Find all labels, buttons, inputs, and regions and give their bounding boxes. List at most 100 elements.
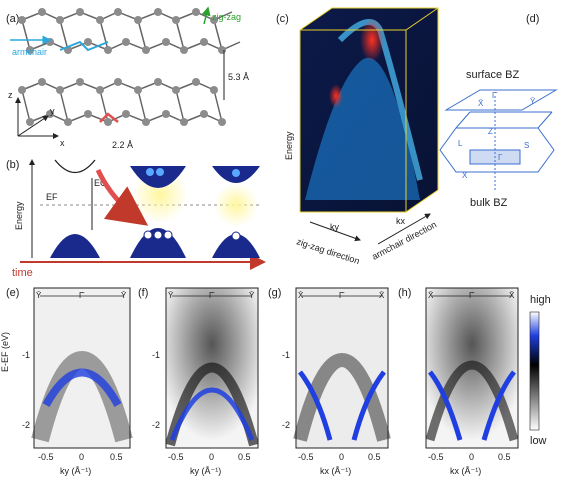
panel-c: (c) Energy ky zig-zag direction kx armch…: [276, 7, 439, 266]
colorbar-high-label: high: [530, 294, 551, 306]
xtick: -0.5: [38, 452, 54, 462]
ef-label: EF: [46, 192, 58, 202]
energy-label: Energy: [14, 201, 24, 230]
xtick: -0.5: [298, 452, 314, 462]
hole: [153, 230, 163, 240]
panel-f-band-bright: [169, 387, 255, 441]
panel-e-xlabel: ky (Å⁻¹): [60, 466, 91, 476]
panel-h-band-right: [481, 370, 516, 441]
bz-point-gbar: Γ̄: [492, 91, 498, 100]
y-axis-arrow: [17, 115, 49, 137]
xtick: 0.5: [368, 452, 381, 462]
bz-point-s: S: [524, 141, 529, 150]
arpes-panels: E-EF (eV) (e) Ȳ Γ̄ Ȳ -1 -2 -0.5 0 0.5 ky…: [0, 287, 551, 476]
zigzag-arrow: [201, 6, 211, 25]
panel-b-label: (b): [6, 159, 19, 171]
xtick: 0: [79, 452, 84, 462]
panel-g-band-right: [351, 370, 386, 441]
cube-energy-label: Energy: [284, 131, 294, 160]
zigzag-label: zig-zag: [212, 12, 241, 22]
panel-h-frame: [425, 287, 519, 449]
xtick: 0: [469, 452, 474, 462]
panel-h: (h) X̄ Γ̄ X̄ -0.5 0 0.5 kx (Å⁻¹): [398, 287, 519, 476]
pump-arrow: [95, 168, 149, 226]
panel-h-xlabel: kx (Å⁻¹): [450, 466, 481, 476]
armchair-highlight: [59, 40, 109, 52]
panel-f-hs-mid: Γ̄: [209, 291, 215, 300]
cube-hotspot: [329, 84, 343, 108]
panel-e-frame: [33, 287, 131, 449]
valence-band-3: [212, 234, 260, 258]
ytick: -2: [152, 420, 160, 430]
panel-g-band-left: [298, 370, 333, 441]
armchair-label: armchair: [12, 47, 47, 57]
panel-g-label: (g): [268, 287, 281, 299]
ky-label: ky: [330, 222, 340, 232]
panel-g-hs-mid: Γ̄: [339, 291, 345, 300]
time-label: time: [12, 267, 33, 279]
ytick: -2: [22, 420, 30, 430]
xtick: 0: [209, 452, 214, 462]
panel-g-hs-left: X̄: [298, 291, 304, 300]
panel-f: (f) Ȳ Γ̄ Ȳ -1 -2 -0.5 0 0.5 ky (Å⁻¹): [138, 287, 259, 476]
xtick: -0.5: [428, 452, 444, 462]
panel-e-hs-mid: Γ̄: [79, 291, 85, 300]
panel-h-hs-mid: Γ̄: [469, 291, 475, 300]
height-label: 5.3 Å: [228, 72, 249, 82]
ytick: -1: [282, 350, 290, 360]
panel-e: (e) Ȳ Γ̄ Ȳ -1 -2 -0.5 0 0.5 ky (Å⁻¹): [6, 287, 133, 476]
bulk-bz-outline: [439, 96, 555, 190]
cube-band: [305, 57, 420, 201]
surface-bz-outline: [444, 89, 558, 111]
colorbar: high low: [529, 294, 551, 447]
panel-e-band-bright: [42, 368, 122, 407]
lattice-atoms: [18, 8, 226, 126]
panel-e-hs-right: Ȳ: [121, 291, 127, 300]
y-axis-label: y: [50, 106, 55, 116]
panel-d: (d) surface BZ X̄ Γ̄ Ȳ Z L Γ S X bulk BZ: [439, 13, 558, 209]
excitation-glow-2: [214, 183, 258, 227]
bz-point-ybar: Ȳ: [530, 97, 536, 106]
bz-point-z: Z: [488, 127, 493, 136]
panel-h-band: [425, 360, 519, 442]
bz-point-g: Γ: [498, 153, 503, 162]
ytick: -1: [22, 350, 30, 360]
x-axis-label: x: [60, 138, 65, 148]
electron: [146, 168, 154, 176]
colorbar-gradient: [529, 311, 540, 431]
panel-b: (b) Energy time EF EG: [6, 159, 266, 279]
kx-label: kx: [396, 216, 406, 226]
ky-arrow: [309, 221, 361, 242]
panel-g-frame: [295, 287, 389, 449]
xtick: 0.5: [498, 452, 511, 462]
panel-h-label: (h): [398, 287, 411, 299]
xtick: 0.5: [238, 452, 251, 462]
zigzag-direction-label: zig-zag direction: [295, 236, 360, 266]
conduction-band-2: [130, 166, 186, 188]
panel-a-label: (a): [6, 13, 19, 25]
panel-f-xlabel: ky (Å⁻¹): [190, 466, 221, 476]
eg-label: EG: [94, 178, 107, 188]
panel-h-hs-right: X̄: [509, 291, 515, 300]
bz-point-x: X: [462, 171, 468, 180]
colorbar-low-label: low: [530, 435, 547, 447]
panel-f-hs-right: Ȳ: [249, 291, 255, 300]
panel-h-hs-left: X̄: [428, 291, 434, 300]
hole: [163, 230, 173, 240]
cube-hotspot: [360, 18, 384, 62]
panel-g: (g) X̄ Γ̄ X̄ -1 -2 -0.5 0 0.5 kx (Å⁻¹): [268, 287, 391, 476]
valence-band-1: [50, 234, 100, 258]
bulk-bz-label: bulk BZ: [470, 197, 508, 209]
panel-f-frame: [165, 287, 259, 449]
panel-a: (a) armchair: [6, 6, 249, 150]
z-axis-label: z: [8, 90, 13, 100]
kx-arrow: [377, 213, 431, 245]
panel-f-hs-left: Ȳ: [168, 291, 174, 300]
phosphorene-lattice: [21, 11, 241, 123]
bond-length-label: 2.2 Å: [112, 140, 133, 150]
electron: [156, 168, 164, 176]
electron: [232, 169, 240, 177]
panel-f-band: [165, 362, 259, 447]
panel-g-band: [293, 353, 391, 442]
